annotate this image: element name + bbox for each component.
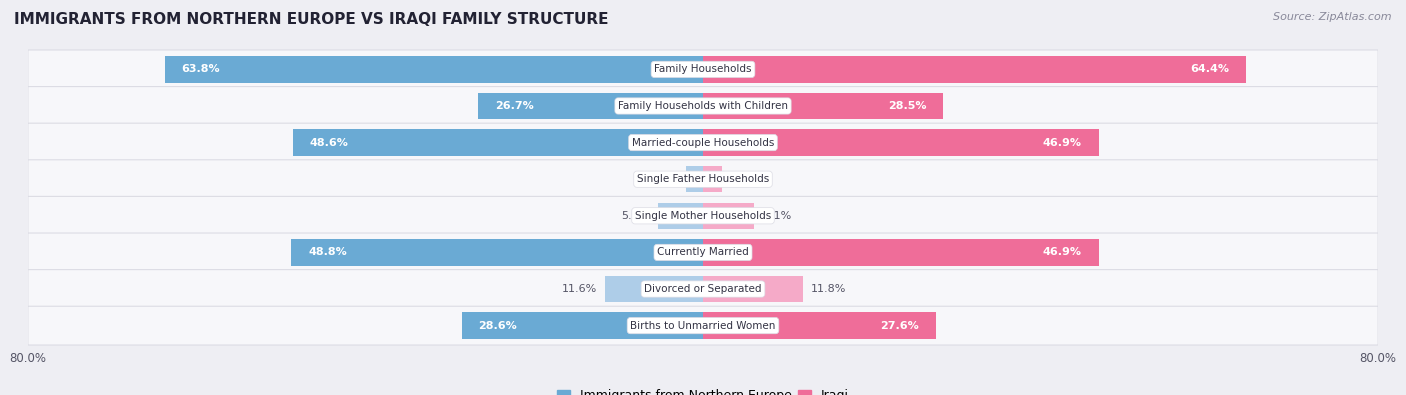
- Text: Family Households: Family Households: [654, 64, 752, 74]
- Text: 2.0%: 2.0%: [650, 174, 678, 184]
- Text: 63.8%: 63.8%: [181, 64, 221, 74]
- FancyBboxPatch shape: [28, 196, 1378, 235]
- Text: Births to Unmarried Women: Births to Unmarried Women: [630, 321, 776, 331]
- Bar: [461, 312, 703, 339]
- Bar: [703, 312, 936, 339]
- Text: Single Mother Households: Single Mother Households: [636, 211, 770, 221]
- Text: 46.9%: 46.9%: [1043, 247, 1081, 258]
- Text: Married-couple Households: Married-couple Households: [631, 137, 775, 148]
- Text: 28.5%: 28.5%: [889, 101, 927, 111]
- Bar: [658, 203, 703, 229]
- Text: 28.6%: 28.6%: [478, 321, 517, 331]
- Bar: [703, 56, 1246, 83]
- Bar: [686, 166, 703, 192]
- Text: 48.8%: 48.8%: [308, 247, 347, 258]
- Text: 64.4%: 64.4%: [1191, 64, 1229, 74]
- FancyBboxPatch shape: [28, 233, 1378, 272]
- FancyBboxPatch shape: [28, 50, 1378, 89]
- FancyBboxPatch shape: [28, 160, 1378, 199]
- Text: 2.2%: 2.2%: [730, 174, 758, 184]
- FancyBboxPatch shape: [28, 123, 1378, 162]
- Text: 48.6%: 48.6%: [309, 137, 349, 148]
- Text: 46.9%: 46.9%: [1043, 137, 1081, 148]
- Bar: [478, 93, 703, 119]
- Text: 5.3%: 5.3%: [621, 211, 650, 221]
- Text: 26.7%: 26.7%: [495, 101, 533, 111]
- FancyBboxPatch shape: [28, 306, 1378, 345]
- Bar: [703, 130, 1098, 156]
- Bar: [605, 276, 703, 302]
- Bar: [703, 276, 803, 302]
- Bar: [703, 93, 943, 119]
- Text: 27.6%: 27.6%: [880, 321, 920, 331]
- Legend: Immigrants from Northern Europe, Iraqi: Immigrants from Northern Europe, Iraqi: [553, 384, 853, 395]
- Text: 11.6%: 11.6%: [561, 284, 596, 294]
- Bar: [703, 166, 721, 192]
- Bar: [291, 239, 703, 265]
- Bar: [165, 56, 703, 83]
- Text: IMMIGRANTS FROM NORTHERN EUROPE VS IRAQI FAMILY STRUCTURE: IMMIGRANTS FROM NORTHERN EUROPE VS IRAQI…: [14, 12, 609, 27]
- Text: Single Father Households: Single Father Households: [637, 174, 769, 184]
- Text: Family Households with Children: Family Households with Children: [619, 101, 787, 111]
- Text: Currently Married: Currently Married: [657, 247, 749, 258]
- Bar: [703, 239, 1098, 265]
- Text: 11.8%: 11.8%: [811, 284, 846, 294]
- Bar: [292, 130, 703, 156]
- Text: Divorced or Separated: Divorced or Separated: [644, 284, 762, 294]
- FancyBboxPatch shape: [28, 87, 1378, 125]
- Text: 6.1%: 6.1%: [763, 211, 792, 221]
- FancyBboxPatch shape: [28, 270, 1378, 308]
- Bar: [703, 203, 755, 229]
- Text: Source: ZipAtlas.com: Source: ZipAtlas.com: [1274, 12, 1392, 22]
